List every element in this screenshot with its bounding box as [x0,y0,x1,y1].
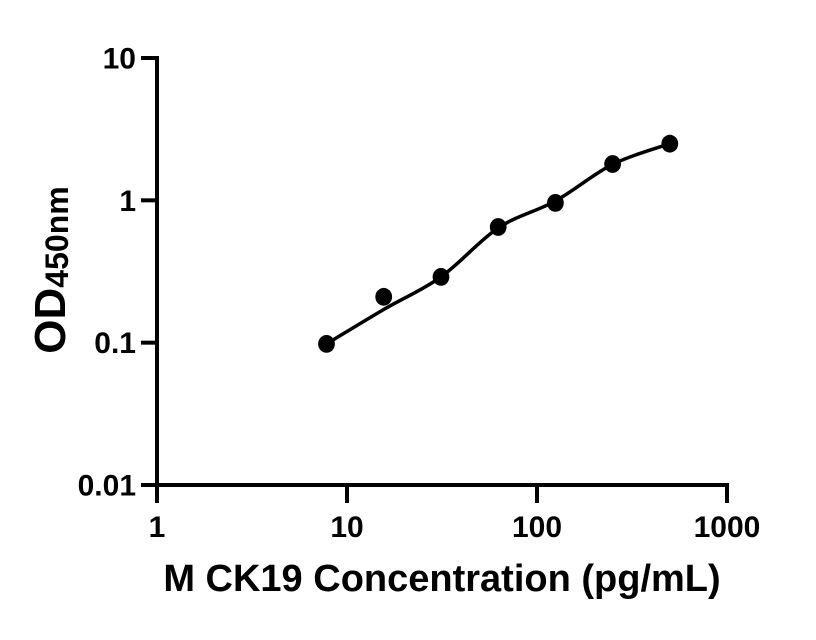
data-point-31.25 [432,268,450,286]
data-point-250 [604,155,621,173]
x-axis-title: M CK19 Concentration (pg/mL) [163,558,721,600]
y-tick-label-10: 10 [103,43,136,76]
data-point-125 [547,194,564,212]
data-point-62.5 [489,218,507,236]
fit-curve [324,141,672,346]
x-tick-label-100: 100 [512,511,562,544]
data-point-500 [661,134,679,153]
y-axis-title-main: OD [26,287,75,354]
data-point-7.8 [318,335,335,353]
data-point-15.6 [375,287,393,306]
y-tick-label-0.1: 0.1 [94,327,136,360]
x-tick-label-1: 1 [149,511,166,544]
y-axis-title-subscript: 450nm [39,186,75,288]
y-tick-label-1: 1 [119,185,136,218]
y-axis-title: OD450nm [26,186,75,354]
x-tick-label-1000: 1000 [694,511,761,544]
y-tick-label-0.01: 0.01 [78,470,136,503]
x-tick-label-10: 10 [330,511,363,544]
